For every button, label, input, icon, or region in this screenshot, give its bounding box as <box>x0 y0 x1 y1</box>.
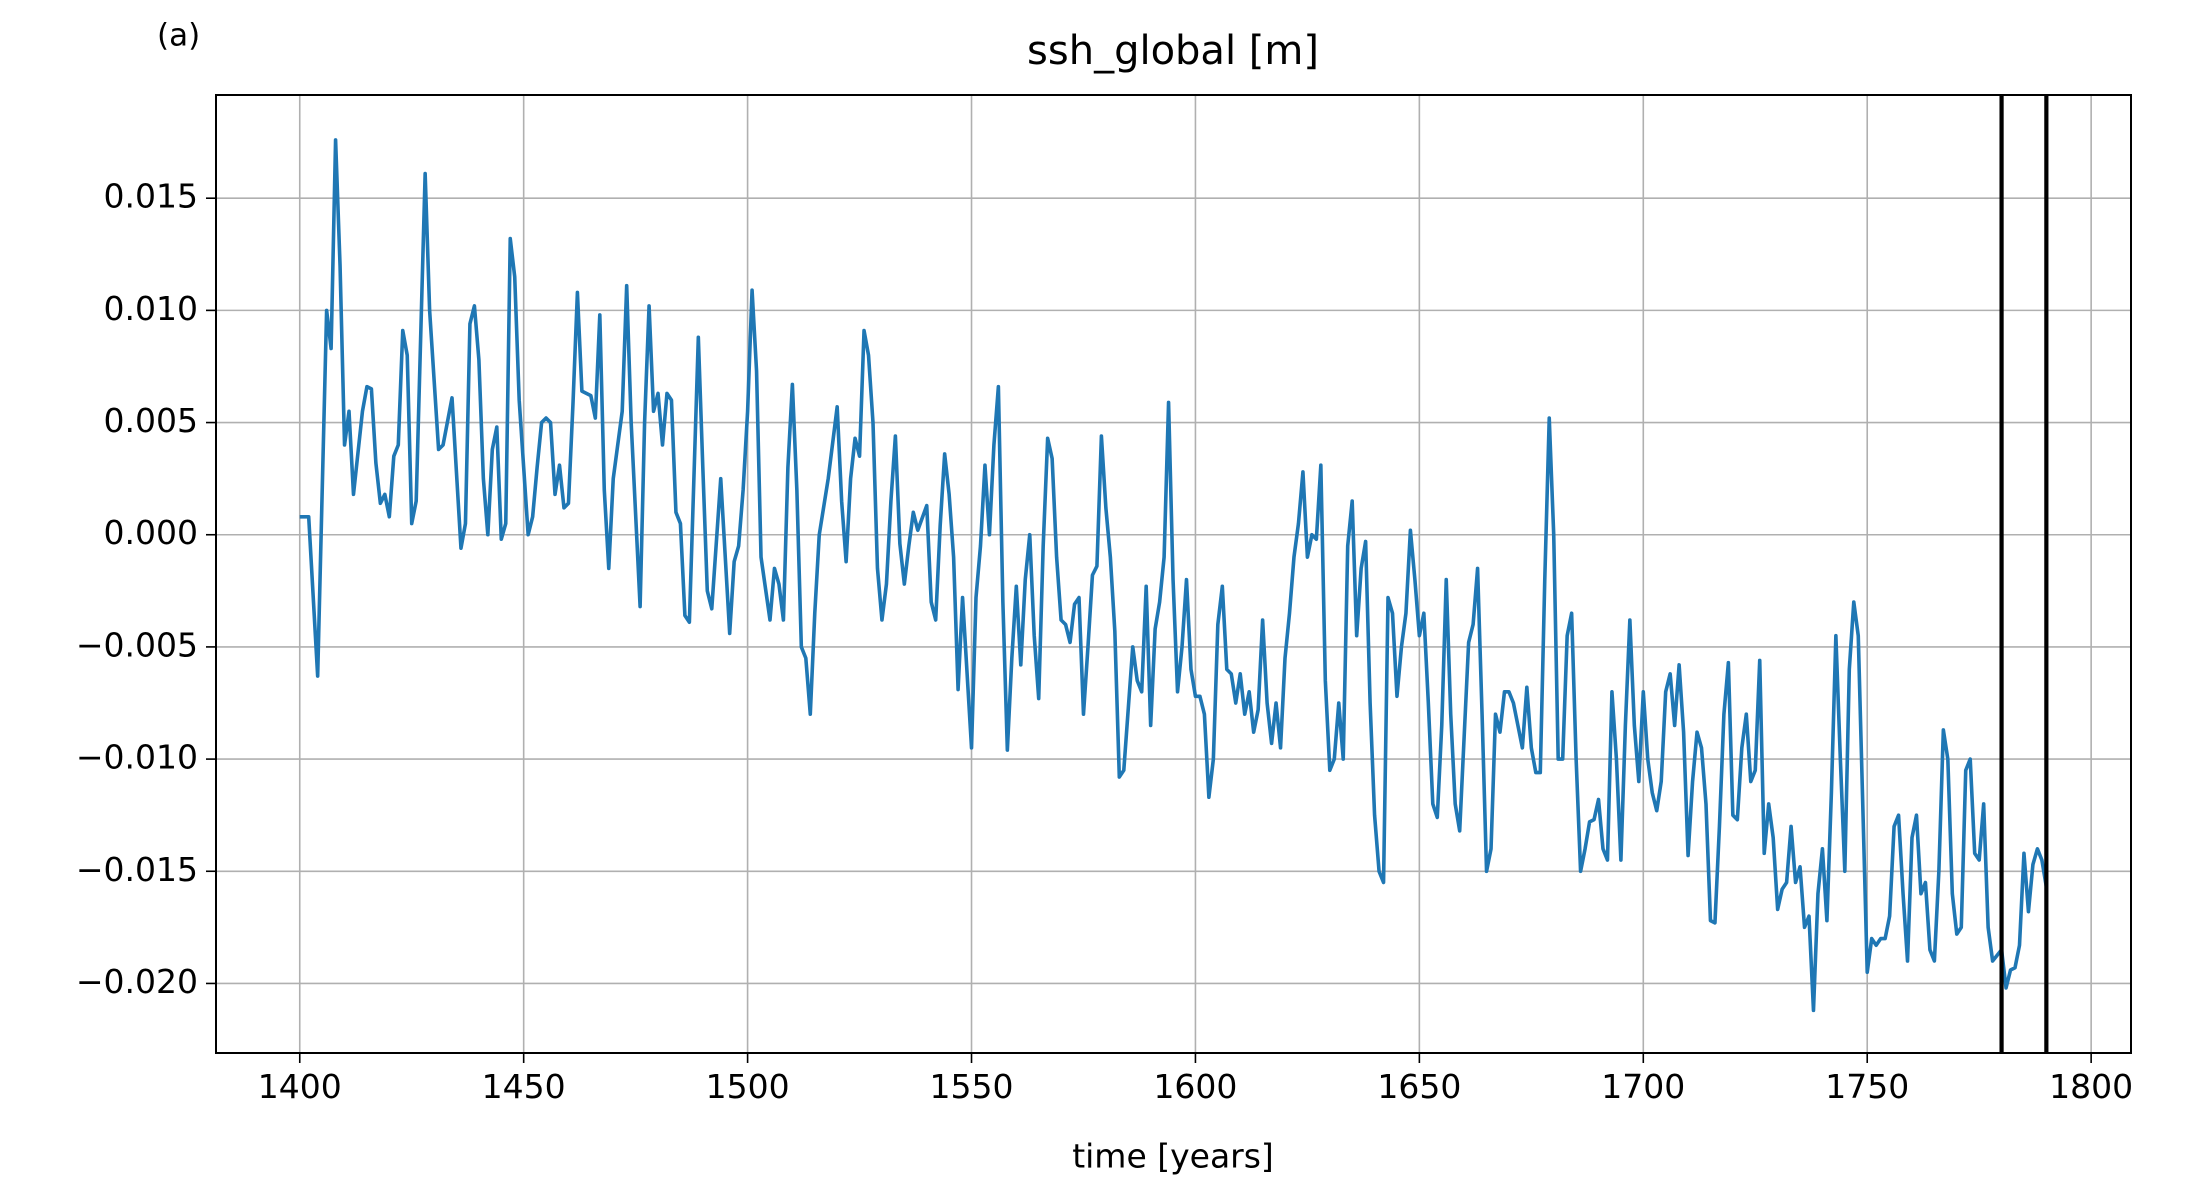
panel-label: (a) <box>157 18 200 54</box>
y-tick-label: 0.005 <box>104 401 198 440</box>
x-tick-label: 1700 <box>1601 1067 1685 1106</box>
x-tick-label: 1750 <box>1825 1067 1909 1106</box>
x-tick-label: 1400 <box>258 1067 342 1106</box>
x-tick-label: 1450 <box>482 1067 566 1106</box>
x-tick-label: 1600 <box>1153 1067 1237 1106</box>
chart-title: ssh_global [m] <box>1027 28 1319 74</box>
x-axis-label: time [years] <box>1072 1137 1274 1176</box>
y-tick-label: 0.000 <box>104 513 198 552</box>
data-line <box>299 138 2049 1013</box>
y-tick-label: −0.015 <box>76 850 198 889</box>
y-tick-label: 0.015 <box>104 177 198 216</box>
y-tick-label: 0.010 <box>104 289 198 328</box>
x-tick-label: 1500 <box>706 1067 790 1106</box>
x-tick-label: 1650 <box>1377 1067 1461 1106</box>
plot-frame <box>215 94 2132 1054</box>
y-tick-label: −0.005 <box>76 625 198 664</box>
y-tick-label: −0.020 <box>76 962 198 1001</box>
x-tick-label: 1800 <box>2049 1067 2133 1106</box>
x-tick-label: 1550 <box>930 1067 1014 1106</box>
y-tick-label: −0.010 <box>76 738 198 777</box>
